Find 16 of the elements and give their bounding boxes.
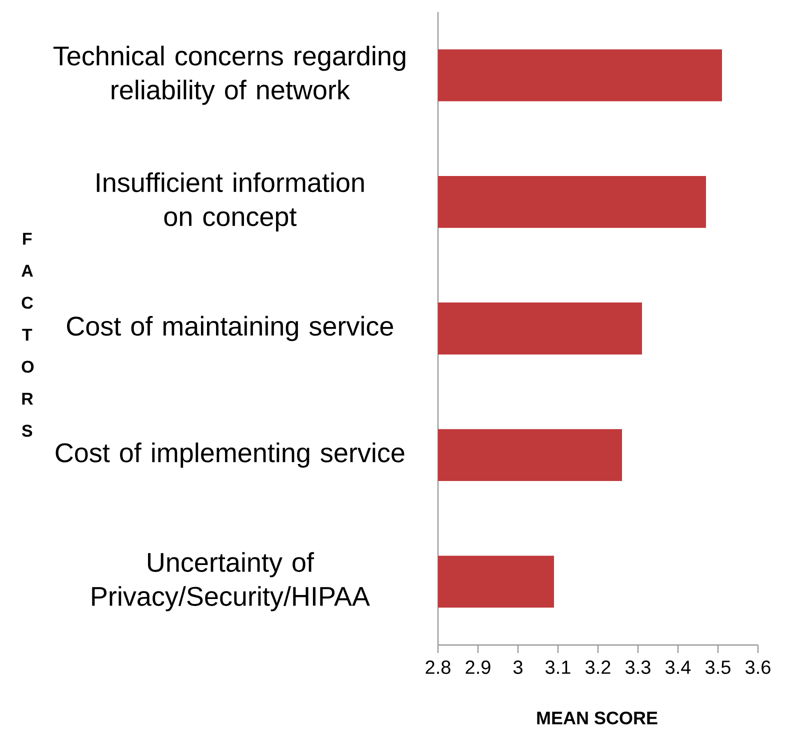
x-tick-label: 3.6 (746, 660, 770, 674)
x-tick-label: 3 (513, 660, 522, 674)
x-tick-label: 3.1 (546, 660, 570, 674)
x-tick-label: 2.8 (426, 660, 450, 674)
x-tick-label: 2.9 (466, 660, 490, 674)
x-tick-label: 3.3 (626, 660, 650, 674)
x-tick-label: 3.5 (706, 660, 730, 674)
y-tick-label: Uncertainty of Privacy/Security/HIPAA (92, 552, 370, 612)
x-tick-label: 3.2 (586, 660, 610, 674)
y-tick-label: Insufficient information on concept (96, 172, 364, 232)
y-axis-title: F A C T O R S (22, 232, 34, 437)
x-axis-title: MEAN SCORE (537, 712, 658, 724)
y-tick-label: Technical concerns regarding reliability of network (53, 46, 406, 105)
y-tick-label: Cost of maintaining service (67, 316, 394, 342)
x-tick-label: 3.4 (666, 660, 691, 674)
y-tick-label: Cost of implementing service (56, 442, 404, 468)
